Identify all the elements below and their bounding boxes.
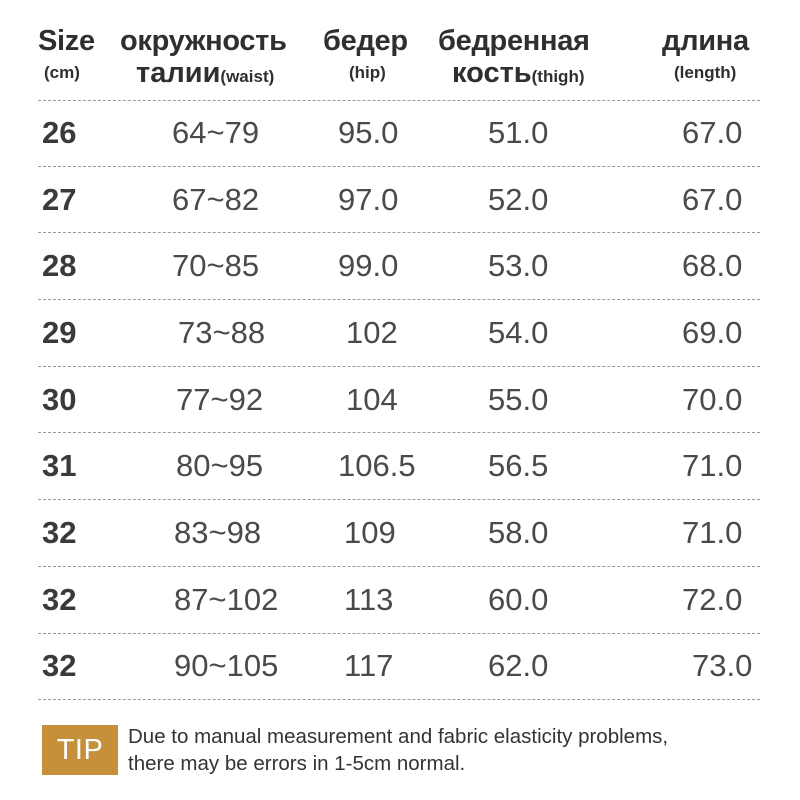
size-cell: 27 — [42, 181, 77, 217]
table-row: 27 67~82 97.0 52.0 67.0 — [38, 167, 760, 234]
hip-cell: 99.0 — [338, 248, 399, 284]
header-length-label: длина — [662, 25, 749, 57]
length-cell: 69.0 — [682, 314, 743, 350]
header-hip-unit: (hip) — [349, 63, 386, 82]
waist-cell: 80~95 — [176, 448, 264, 484]
hip-cell: 109 — [344, 514, 396, 550]
tip-line-1: Due to manual measurement and fabric ela… — [128, 725, 669, 748]
table-row: 32 83~98 109 58.0 71.0 — [38, 500, 760, 567]
length-cell: 71.0 — [682, 514, 743, 550]
thigh-cell: 54.0 — [488, 314, 549, 350]
length-cell: 68.0 — [682, 248, 743, 284]
header-length-unit: (length) — [674, 63, 737, 82]
header-size: Size (cm) — [38, 24, 95, 88]
thigh-cell: 60.0 — [488, 581, 549, 617]
length-cell: 67.0 — [682, 115, 743, 151]
size-table-body: 26 64~79 95.0 51.0 67.0 27 67~82 97.0 52… — [38, 100, 760, 701]
waist-cell: 64~79 — [172, 115, 260, 151]
header-length: длина (length) — [662, 24, 749, 88]
thigh-cell: 52.0 — [488, 181, 549, 217]
thigh-cell: 55.0 — [488, 381, 549, 417]
size-cell: 30 — [42, 381, 77, 417]
size-cell: 32 — [42, 581, 77, 617]
size-cell: 28 — [42, 248, 77, 284]
waist-cell: 70~85 — [172, 248, 260, 284]
header-thigh-sub-en: (thigh) — [531, 67, 585, 86]
header-thigh-sub-ru: кость — [452, 57, 532, 89]
hip-cell: 104 — [346, 381, 398, 417]
size-cell: 29 — [42, 314, 77, 350]
header-size-unit: (cm) — [44, 63, 80, 82]
header-waist-sub: талии(waist) — [120, 58, 287, 92]
waist-cell: 87~102 — [174, 581, 279, 617]
tip-text: Due to manual measurement and fabric ela… — [128, 723, 668, 777]
hip-cell: 97.0 — [338, 181, 399, 217]
length-cell: 70.0 — [682, 381, 743, 417]
header-thigh-label: бедренная — [438, 25, 590, 57]
size-table-header: Size (cm) окружность талии(waist) бедер … — [0, 24, 800, 104]
header-hip: бедер (hip) — [323, 24, 408, 88]
hip-cell: 95.0 — [338, 115, 399, 151]
table-row: 26 64~79 95.0 51.0 67.0 — [38, 100, 760, 167]
table-row: 28 70~85 99.0 53.0 68.0 — [38, 233, 760, 301]
size-cell: 32 — [42, 648, 77, 684]
thigh-cell: 53.0 — [488, 248, 549, 284]
table-row: 30 77~92 104 55.0 70.0 — [38, 367, 760, 434]
header-thigh-sub: кость(thigh) — [438, 58, 590, 92]
thigh-cell: 58.0 — [488, 514, 549, 550]
header-waist-sub-en: (waist) — [220, 67, 275, 86]
hip-cell: 117 — [344, 648, 394, 684]
waist-cell: 83~98 — [174, 514, 262, 550]
waist-cell: 73~88 — [178, 314, 266, 350]
tip-note: TIP Due to manual measurement and fabric… — [38, 723, 760, 779]
waist-cell: 90~105 — [174, 648, 279, 684]
table-row: 32 90~105 117 62.0 73.0 — [38, 634, 760, 701]
header-size-label: Size — [38, 25, 95, 57]
table-row: 31 80~95 106.5 56.5 71.0 — [38, 433, 760, 501]
length-cell: 72.0 — [682, 581, 743, 617]
length-cell: 73.0 — [692, 648, 753, 684]
table-row: 32 87~102 113 60.0 72.0 — [38, 567, 760, 634]
header-waist: окружность талии(waist) — [120, 24, 287, 92]
header-waist-label: окружность — [120, 25, 287, 57]
hip-cell: 102 — [346, 314, 398, 350]
waist-cell: 67~82 — [172, 181, 260, 217]
thigh-cell: 62.0 — [488, 648, 549, 684]
thigh-cell: 56.5 — [488, 448, 549, 484]
tip-badge: TIP — [42, 725, 118, 775]
hip-cell: 106.5 — [338, 448, 416, 484]
header-thigh: бедренная кость(thigh) — [438, 24, 590, 92]
tip-line-2: there may be errors in 1-5cm normal. — [128, 752, 466, 775]
length-cell: 67.0 — [682, 181, 743, 217]
thigh-cell: 51.0 — [488, 115, 549, 151]
size-cell: 26 — [42, 115, 77, 151]
length-cell: 71.0 — [682, 448, 743, 484]
size-cell: 32 — [42, 514, 77, 550]
header-hip-label: бедер — [323, 25, 408, 57]
table-row: 29 73~88 102 54.0 69.0 — [38, 300, 760, 367]
waist-cell: 77~92 — [176, 381, 264, 417]
header-waist-sub-ru: талии — [136, 57, 221, 89]
size-cell: 31 — [42, 448, 77, 484]
hip-cell: 113 — [344, 581, 394, 617]
